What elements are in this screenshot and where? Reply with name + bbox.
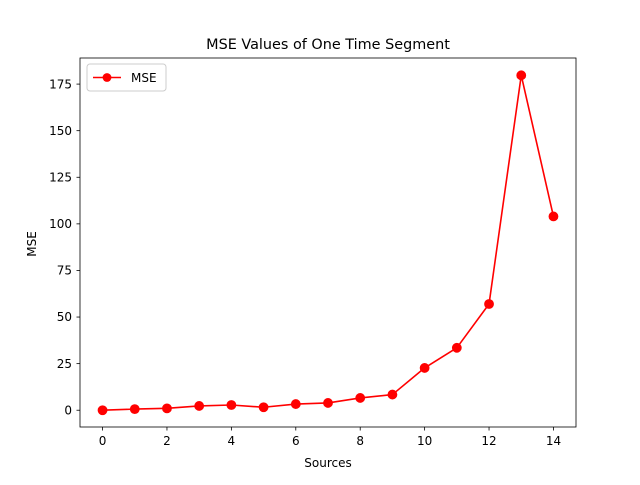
data-point (194, 401, 205, 411)
legend: MSE (86, 63, 167, 92)
axes: 0 2 4 6 8 10 12 14 0 25 50 75 100 125 150 175 (49, 57, 577, 448)
y-tick-label: 100 (49, 217, 72, 231)
data-point (548, 211, 559, 222)
chart-title: MSE Values of One Time Segment (206, 37, 450, 53)
data-point (451, 342, 462, 353)
data-point (387, 389, 398, 400)
data-point (226, 400, 237, 410)
legend-label: MSE (131, 71, 157, 85)
data-point (355, 393, 366, 403)
y-tick-label: 50 (57, 310, 72, 324)
y-tick-label: 175 (49, 77, 72, 91)
y-tick-label: 150 (49, 124, 72, 138)
y-tick-label: 75 (57, 264, 72, 278)
data-point (484, 299, 494, 309)
y-tick-label: 25 (57, 357, 72, 371)
plot-frame (79, 57, 577, 428)
data-point (97, 405, 108, 416)
data-point (290, 399, 301, 409)
x-tick-label: 2 (163, 434, 171, 448)
data-point (162, 403, 172, 414)
legend-box (86, 63, 167, 92)
x-tick-label: 6 (292, 434, 300, 448)
x-tick-label: 12 (481, 434, 496, 448)
legend-marker (102, 73, 112, 82)
y-axis-label: MSE (25, 231, 39, 257)
x-tick-label: 0 (99, 434, 107, 448)
data-point (516, 70, 527, 81)
series-group (97, 70, 559, 416)
x-axis-label: Sources (304, 456, 351, 470)
y-tick-label: 125 (49, 170, 72, 184)
x-tick-label: 14 (546, 434, 561, 448)
y-tick-label: 0 (64, 403, 72, 417)
data-point (323, 398, 333, 408)
data-point (129, 404, 140, 415)
x-tick-label: 4 (228, 434, 236, 448)
x-tick-label: 10 (417, 434, 432, 448)
data-point (258, 402, 269, 413)
data-point (419, 363, 430, 373)
series-line (102, 74, 555, 412)
x-tick-label: 8 (356, 434, 364, 448)
